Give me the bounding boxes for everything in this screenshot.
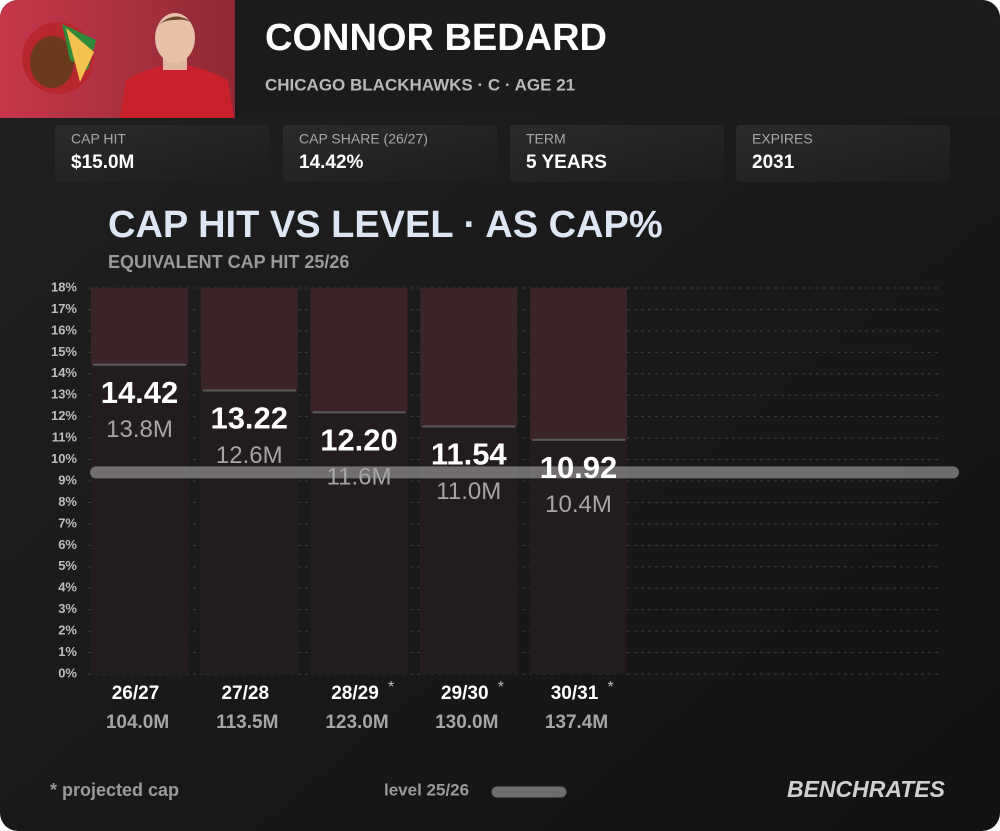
- y-tick-label: 15%: [51, 344, 77, 359]
- y-tick-label: 10%: [51, 451, 77, 466]
- chart-subtitle: EQUIVALENT CAP HIT 25/26: [108, 252, 349, 272]
- y-tick-label: 9%: [58, 472, 77, 487]
- equivalent-label: 13.8M: [106, 416, 173, 443]
- stat-value: 14.42%: [299, 152, 364, 173]
- brand: BENCHRATES: [787, 776, 946, 802]
- value-label: 13.22: [210, 401, 288, 436]
- equivalent-label: 12.6M: [216, 442, 283, 469]
- stat-value: 5 YEARS: [526, 152, 607, 173]
- projected-mark: *: [608, 679, 614, 696]
- cap-label: 104.0M: [106, 712, 169, 733]
- chart-title: CAP HIT VS LEVEL · AS CAP%: [108, 204, 663, 246]
- equivalent-label: 11.0M: [436, 478, 501, 505]
- cap-label: 130.0M: [435, 712, 498, 733]
- projected-mark: *: [388, 679, 394, 696]
- y-tick-label: 18%: [51, 279, 77, 294]
- cap-label: 137.4M: [545, 712, 608, 733]
- stat-label: CAP SHARE (26/27): [299, 131, 428, 147]
- y-tick-label: 13%: [51, 387, 77, 402]
- projected-mark: *: [498, 679, 504, 696]
- x-tick-label: 30/31: [551, 683, 599, 704]
- y-tick-label: 14%: [51, 365, 77, 380]
- stat-card: [736, 125, 950, 182]
- bar: [530, 439, 627, 674]
- equivalent-label: 10.4M: [545, 491, 612, 518]
- y-tick-label: 5%: [58, 558, 77, 573]
- equivalent-label: 11.6M: [327, 464, 392, 491]
- y-tick-label: 16%: [51, 322, 77, 337]
- x-tick-label: 28/29: [331, 683, 379, 704]
- y-tick-label: 12%: [51, 408, 77, 423]
- x-tick-label: 26/27: [112, 683, 160, 704]
- player-name: CONNOR BEDARD: [265, 17, 607, 59]
- y-tick-label: 4%: [58, 580, 77, 595]
- stat-label: CAP HIT: [71, 131, 126, 147]
- stat-card: [510, 125, 724, 182]
- value-label: 12.20: [320, 423, 398, 458]
- legend-label: level 25/26: [384, 780, 469, 799]
- value-label: 14.42: [101, 375, 179, 410]
- stat-label: TERM: [526, 131, 566, 147]
- y-tick-label: 1%: [58, 644, 77, 659]
- y-tick-label: 7%: [58, 515, 77, 530]
- team-logo: [22, 22, 96, 94]
- stat-label: EXPIRES: [752, 131, 813, 147]
- footnote: * projected cap: [50, 780, 179, 800]
- cap-label: 113.5M: [216, 712, 278, 733]
- x-tick-label: 29/30: [441, 683, 489, 704]
- player-photo: [120, 13, 234, 118]
- y-tick-label: 11%: [52, 430, 78, 445]
- stat-card: [55, 125, 269, 182]
- x-tick-label: 27/28: [221, 683, 269, 704]
- stat-value: $15.0M: [71, 152, 134, 173]
- bar: [200, 390, 298, 674]
- value-label: 11.54: [431, 437, 508, 472]
- cap-label: 123.0M: [325, 712, 388, 733]
- y-tick-label: 17%: [51, 301, 77, 316]
- y-tick-label: 0%: [58, 665, 77, 680]
- y-tick-label: 2%: [58, 623, 77, 638]
- stat-card: [283, 125, 497, 182]
- y-tick-label: 8%: [58, 494, 77, 509]
- bar: [91, 364, 188, 674]
- player-details: CHICAGO BLACKHAWKS · C · AGE 21: [265, 75, 575, 94]
- stat-value: 2031: [752, 152, 795, 173]
- bar: [310, 412, 408, 674]
- y-tick-label: 6%: [58, 537, 77, 552]
- y-tick-label: 3%: [58, 601, 77, 616]
- value-label: 10.92: [540, 450, 618, 485]
